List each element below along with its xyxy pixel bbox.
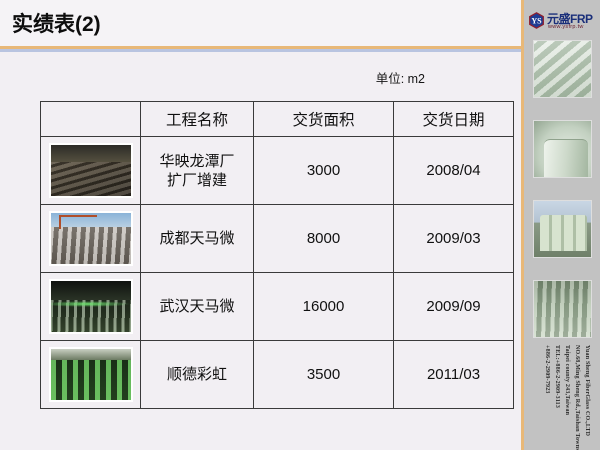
cell-project-name: 顺德彩虹 <box>140 340 254 409</box>
company-address-block: Yuan Sheng FiberGlass CO.,LTD NO.68,Ming… <box>524 345 600 450</box>
cell-project-name: 成都天马微 <box>140 204 254 273</box>
main-content-region: 实绩表(2) 单位: m2 工程名称 交货面积 交货日期 <box>0 0 521 409</box>
cell-delivery-area: 3000 <box>253 136 394 205</box>
sidebar-photo-4 <box>533 280 592 338</box>
project-name-line-1: 华映龙潭厂 <box>159 152 235 170</box>
logo-website-url: www.ysfrp.tw <box>548 24 584 30</box>
cell-photo <box>40 136 141 205</box>
cell-delivery-date: 2011/03 <box>393 340 514 409</box>
header-delivery-area: 交货面积 <box>253 101 394 137</box>
header-photo <box>40 101 141 137</box>
cell-project-name: 华映龙潭厂 扩厂增建 <box>140 136 254 205</box>
address-line-company: Yuan Sheng FiberGlass CO.,LTD <box>584 345 590 437</box>
unit-label: 单位: m2 <box>375 72 425 86</box>
table-row: 顺德彩虹 3500 2011/03 <box>40 340 514 409</box>
title-bar: 实绩表(2) <box>0 0 521 46</box>
address-line-tel-alt: +886-2-2909-7923 <box>544 345 550 394</box>
table-header-row: 工程名称 交货面积 交货日期 <box>40 101 514 137</box>
table-row: 华映龙潭厂 扩厂增建 3000 2008/04 <box>40 136 514 205</box>
cell-delivery-date: 2009/03 <box>393 204 514 273</box>
divider-line-tan <box>0 46 521 49</box>
cell-photo <box>40 340 141 409</box>
project-thumbnail-image <box>48 211 133 266</box>
address-line-city: Taipei county 243,Taiwan <box>564 345 570 416</box>
project-name-line-2: 扩厂增建 <box>166 171 227 189</box>
address-line-street: NO.68,Ming Sheng Rd.,Taishan Township, <box>574 345 580 450</box>
table-row: 成都天马微 8000 2009/03 <box>40 204 514 273</box>
sidebar-photo-3 <box>533 200 592 258</box>
ys-hexagon-icon: YS <box>529 12 544 29</box>
cell-delivery-date: 2009/09 <box>393 272 514 341</box>
project-thumbnail-image <box>48 347 133 402</box>
project-name-line-1: 顺德彩虹 <box>166 366 227 383</box>
sidebar-photo-1 <box>533 40 592 98</box>
page-title: 实绩表(2) <box>12 13 101 36</box>
project-thumbnail-image <box>48 279 133 334</box>
table-row: 武汉天马微 16000 2009/09 <box>40 272 514 341</box>
project-name-line-1: 成都天马微 <box>159 230 235 247</box>
sidebar-divider <box>521 0 524 450</box>
address-line-tel: TEL:+886-2-2909-3113 <box>554 345 560 409</box>
header-delivery-date: 交货日期 <box>393 101 514 137</box>
cell-delivery-area: 8000 <box>253 204 394 273</box>
cell-delivery-date: 2008/04 <box>393 136 514 205</box>
header-project-name: 工程名称 <box>140 101 254 137</box>
cell-photo <box>40 272 141 341</box>
project-thumbnail-image <box>48 143 133 198</box>
company-logo: YS 元盛FRP www.ysfrp.tw <box>524 8 600 36</box>
right-sidebar: YS 元盛FRP www.ysfrp.tw Yuan Sheng FiberGl… <box>524 0 600 450</box>
svg-text:YS: YS <box>531 16 542 25</box>
cell-photo <box>40 204 141 273</box>
sidebar-photo-2 <box>533 120 592 178</box>
project-name-line-1: 武汉天马微 <box>159 298 235 315</box>
divider-line-blue <box>0 49 521 52</box>
cell-project-name: 武汉天马微 <box>140 272 254 341</box>
cell-delivery-area: 3500 <box>253 340 394 409</box>
logo-company-name: 元盛FRP <box>547 12 593 26</box>
cell-delivery-area: 16000 <box>253 272 394 341</box>
performance-table: 工程名称 交货面积 交货日期 华映龙潭厂 扩厂增建 3000 2008/04 <box>40 101 514 409</box>
